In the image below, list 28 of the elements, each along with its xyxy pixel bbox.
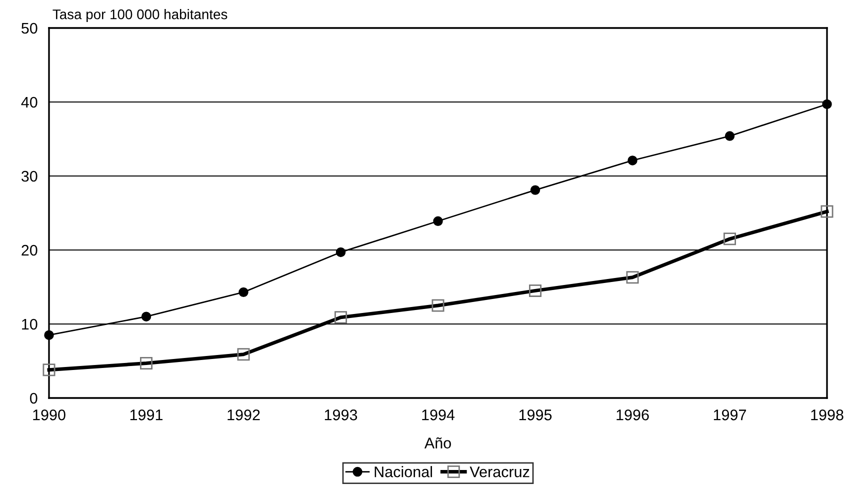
x-tick-label: 1997 <box>714 410 746 420</box>
legend-label: Veracruz <box>470 466 530 478</box>
x-tick-label: 1996 <box>616 410 649 420</box>
x-tick-label: 1995 <box>519 410 552 420</box>
x-tick-label: 1993 <box>324 410 358 420</box>
x-tick-label: 1991 <box>130 410 162 420</box>
y-tick-label: 50 <box>22 22 38 34</box>
legend-label: Nacional <box>374 466 432 478</box>
point <box>141 312 152 322</box>
point <box>724 131 735 141</box>
x-tick-label: 1998 <box>811 410 844 420</box>
y-tick-label: 30 <box>21 170 38 182</box>
point <box>628 156 638 166</box>
point <box>433 216 443 226</box>
x-axis-title: Año <box>424 437 451 448</box>
y-axis-title: Tasa por 100 000 habitantes <box>52 9 228 22</box>
point <box>822 99 832 110</box>
x-tick-label: 1990 <box>33 410 66 420</box>
point <box>530 185 540 195</box>
x-tick-label: 1994 <box>422 410 455 420</box>
point <box>336 247 346 258</box>
point <box>44 330 54 340</box>
point <box>238 287 248 298</box>
x-tick-label: 1992 <box>228 410 260 420</box>
y-tick-label: 20 <box>22 244 38 256</box>
y-tick-label: 40 <box>21 96 38 108</box>
y-tick-label: 0 <box>30 392 38 404</box>
y-tick-label: 10 <box>22 318 38 330</box>
